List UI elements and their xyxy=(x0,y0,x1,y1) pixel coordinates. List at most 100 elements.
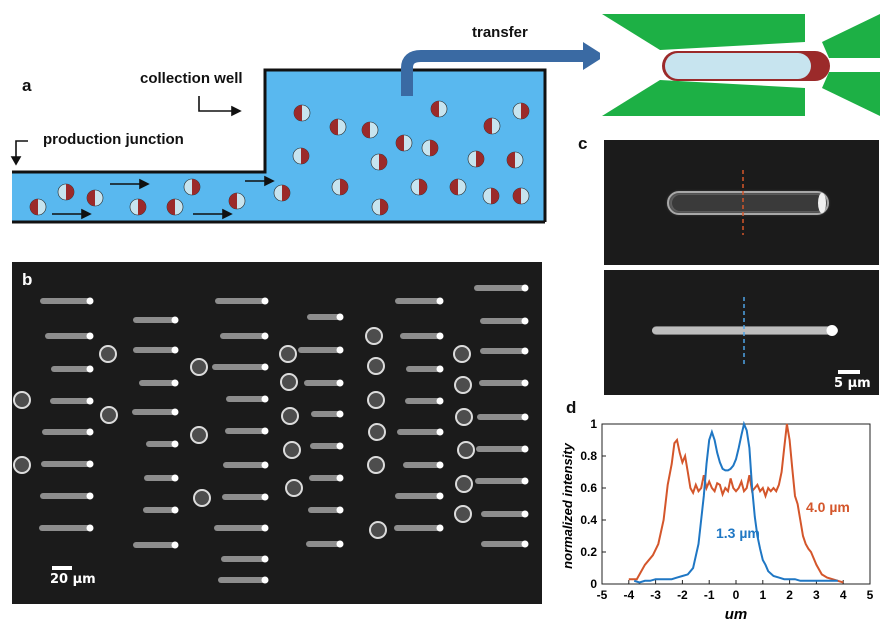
janus-droplet xyxy=(370,153,388,171)
rod-cap xyxy=(521,347,529,355)
rod-cap xyxy=(336,474,344,482)
scale-label-c: 5 µm xyxy=(834,376,871,391)
rod-body xyxy=(395,298,442,304)
rod-body xyxy=(397,429,442,435)
janus-bead xyxy=(367,357,385,375)
rod-cap xyxy=(86,492,94,500)
rod-body xyxy=(133,317,177,323)
rod-body xyxy=(221,556,267,562)
rod-body xyxy=(474,285,527,291)
rod-cap xyxy=(521,413,529,421)
rod-cap xyxy=(436,297,444,305)
rod-body xyxy=(144,475,177,481)
rod-cap xyxy=(436,397,444,405)
rod-body xyxy=(225,428,267,434)
rod-cap xyxy=(261,576,269,584)
janus-droplet xyxy=(166,198,184,216)
janus-droplet xyxy=(467,150,485,168)
rod-cap xyxy=(171,379,179,387)
rod-body xyxy=(50,398,92,404)
x-tick-label: 5 xyxy=(867,588,874,602)
janus-droplet xyxy=(57,183,75,201)
scale-label-b: 20 µm xyxy=(50,572,96,587)
janus-bead xyxy=(455,408,473,426)
rod-cap xyxy=(261,461,269,469)
rod-cap xyxy=(436,428,444,436)
panel-b-letter: b xyxy=(22,270,33,289)
rod-cap xyxy=(336,379,344,387)
rod-cap xyxy=(86,428,94,436)
rod-body xyxy=(308,507,342,513)
janus-droplet xyxy=(293,104,311,122)
rod-body xyxy=(406,366,442,372)
janus-bead xyxy=(100,406,118,424)
rod-cap xyxy=(261,332,269,340)
rod-cap xyxy=(436,332,444,340)
rod-body xyxy=(475,478,527,484)
rod-cap xyxy=(521,540,529,548)
janus-bead xyxy=(283,441,301,459)
janus-bead xyxy=(190,426,208,444)
janus-droplet xyxy=(129,198,147,216)
rod-body xyxy=(39,525,92,531)
rod-body xyxy=(311,411,342,417)
rod-body xyxy=(41,461,92,467)
x-tick-label: -1 xyxy=(704,588,715,602)
chart-y-axis-label: normalized intensity xyxy=(560,442,575,568)
rod-body xyxy=(214,525,267,531)
production-junction-pointer xyxy=(15,140,28,157)
janus-bead xyxy=(457,441,475,459)
janus-droplet xyxy=(292,147,310,165)
rod-cap xyxy=(86,297,94,305)
rod-body xyxy=(298,347,342,353)
panel-c-letter: c xyxy=(578,134,588,153)
panel-d-letter: d xyxy=(566,398,577,417)
janus-droplet xyxy=(449,178,467,196)
rod-cap xyxy=(521,510,529,518)
janus-droplet xyxy=(430,100,448,118)
channel-schematic xyxy=(10,68,547,224)
narrow-rod-cap xyxy=(826,325,838,336)
rod-cap xyxy=(86,365,94,373)
x-tick-label: -3 xyxy=(650,588,661,602)
rod-body xyxy=(226,396,267,402)
rod-cap xyxy=(171,440,179,448)
rod-cap xyxy=(171,506,179,514)
janus-droplet xyxy=(483,117,501,135)
rod-body xyxy=(394,525,442,531)
rod-cap xyxy=(86,332,94,340)
rod-cap xyxy=(171,541,179,549)
rod-cap xyxy=(521,284,529,292)
janus-droplet xyxy=(329,118,347,136)
rod-body xyxy=(405,398,442,404)
rod-body xyxy=(480,318,527,324)
trap-electrode-top xyxy=(602,14,805,50)
droplet-group xyxy=(29,100,530,216)
trap-schematic xyxy=(600,12,882,122)
rod-body xyxy=(132,409,177,415)
rod-cap xyxy=(436,524,444,532)
janus-bead xyxy=(13,391,31,409)
x-tick-label: 4 xyxy=(840,588,847,602)
rod-cap xyxy=(336,442,344,450)
intensity-profile-chart: -5 -4 -3 -2 -1 0 1 2 3 4 5 0 0.2 0.4 0.6 0.8 1 um normal… xyxy=(560,417,874,623)
trap-electrode-right-top xyxy=(822,14,880,58)
rod-cap xyxy=(336,410,344,418)
janus-bead xyxy=(285,479,303,497)
collection-well-label: collection well xyxy=(140,70,243,87)
rod-body xyxy=(481,541,527,547)
rod-body xyxy=(146,441,177,447)
scale-bar-c xyxy=(838,370,860,374)
x-tick-label: 3 xyxy=(813,588,820,602)
janus-bead xyxy=(279,345,297,363)
rod-body xyxy=(481,511,527,517)
rod-body xyxy=(143,507,177,513)
transfer-arrow xyxy=(401,42,605,96)
rod-cap xyxy=(261,297,269,305)
rod-body xyxy=(215,298,267,304)
rod-cap xyxy=(86,460,94,468)
chart-series-line-1 xyxy=(633,420,838,584)
rod-body xyxy=(223,462,267,468)
rod-body xyxy=(139,380,177,386)
micrograph-c-top-image xyxy=(667,170,829,235)
